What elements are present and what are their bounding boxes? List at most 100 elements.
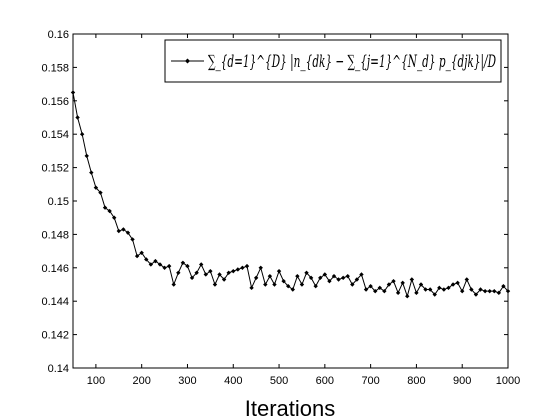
- data-point: [235, 267, 241, 272]
- data-point: [286, 283, 291, 289]
- data-point: [469, 287, 474, 292]
- data-point: [276, 268, 282, 274]
- y-tick-label: 0.152: [41, 163, 69, 175]
- data-point: [98, 190, 103, 195]
- y-tick-label: 0.14: [48, 363, 69, 375]
- data-point: [134, 253, 140, 259]
- data-point: [139, 250, 144, 255]
- data-point: [107, 208, 112, 214]
- data-point: [441, 287, 447, 292]
- data-point: [460, 288, 465, 294]
- data-point: [112, 215, 117, 220]
- data-point: [405, 293, 410, 299]
- y-tick-label: 0.15: [48, 196, 69, 208]
- data-point: [487, 288, 492, 294]
- y-tick-label: 0.146: [41, 263, 69, 275]
- data-point: [130, 237, 135, 242]
- data-point: [102, 205, 108, 210]
- data-point: [455, 280, 460, 286]
- data-point: [327, 278, 332, 284]
- data-point: [299, 282, 305, 287]
- data-point: [345, 273, 350, 279]
- x-axis-title: Iterations: [245, 396, 336, 420]
- x-tick-label: 100: [87, 375, 105, 387]
- data-point: [395, 290, 401, 296]
- data-point: [226, 270, 231, 276]
- legend: ∑_{d=1}^{D} |n_{dk} − ∑_{j=1}^{N_d} p_{d…: [164, 39, 502, 83]
- y-tick-label: 0.156: [41, 96, 69, 108]
- data-point: [166, 263, 172, 269]
- x-tick-label: 1000: [496, 375, 520, 387]
- data-point: [281, 278, 286, 284]
- data-point: [231, 268, 236, 274]
- plot-background: [73, 34, 508, 368]
- data-point: [148, 262, 154, 267]
- data-point: [432, 292, 437, 297]
- data-point: [290, 287, 295, 292]
- plot-frame: [72, 33, 509, 369]
- data-point: [121, 227, 126, 232]
- data-point: [409, 277, 415, 282]
- data-point: [446, 285, 451, 291]
- data-point: [492, 288, 497, 294]
- data-point: [272, 282, 277, 287]
- data-point: [423, 287, 428, 292]
- data-point: [267, 273, 273, 279]
- x-tick-label: 600: [316, 375, 334, 387]
- data-point: [496, 290, 502, 296]
- data-point: [386, 282, 392, 287]
- y-tick-label: 0.148: [41, 229, 69, 241]
- data-point: [363, 287, 369, 292]
- x-tick-label: 300: [178, 375, 196, 387]
- x-tick-label: 900: [453, 375, 471, 387]
- data-point: [478, 287, 483, 292]
- data-point: [79, 132, 85, 137]
- data-point: [473, 292, 479, 297]
- x-tick-label: 400: [224, 375, 242, 387]
- data-point: [336, 277, 341, 282]
- data-point: [194, 270, 199, 276]
- data-point: [437, 285, 442, 291]
- data-point: [418, 282, 424, 287]
- data-point: [125, 230, 131, 235]
- data-point: [171, 282, 176, 287]
- y-tick-label: 0.144: [41, 296, 69, 308]
- data-point: [359, 272, 364, 277]
- data-point: [414, 290, 419, 296]
- data-point: [377, 285, 382, 291]
- data-point: [144, 257, 149, 262]
- data-point: [185, 263, 190, 269]
- y-tick-label: 0.158: [41, 62, 69, 74]
- data-point: [368, 283, 373, 289]
- data-point: [382, 288, 387, 294]
- x-tick-label: 200: [133, 375, 151, 387]
- data-point: [391, 278, 396, 284]
- data-point: [464, 277, 469, 282]
- data-point: [318, 275, 323, 281]
- data-point: [189, 275, 195, 281]
- data-point: [322, 272, 328, 277]
- data-point: [75, 115, 80, 120]
- data-point: [304, 270, 309, 276]
- data-point: [199, 262, 204, 267]
- data-point: [340, 275, 346, 281]
- data-point: [93, 185, 99, 190]
- data-point: [450, 282, 456, 287]
- legend-box: [164, 39, 502, 83]
- y-tick-label: 0.142: [41, 330, 69, 342]
- data-point: [295, 273, 300, 279]
- x-tick-label: 700: [361, 375, 379, 387]
- data-point: [263, 282, 268, 287]
- y-tick-label: 0.154: [41, 129, 69, 141]
- data-point: [208, 268, 213, 274]
- x-tick-label: 500: [270, 375, 288, 387]
- legend-marker-sample: [185, 58, 190, 64]
- data-point: [253, 275, 259, 281]
- data-point: [153, 258, 158, 264]
- data-point: [89, 170, 94, 175]
- data-point: [331, 273, 337, 279]
- data-point: [354, 277, 360, 282]
- data-point: [212, 282, 218, 287]
- data-point: [176, 270, 181, 276]
